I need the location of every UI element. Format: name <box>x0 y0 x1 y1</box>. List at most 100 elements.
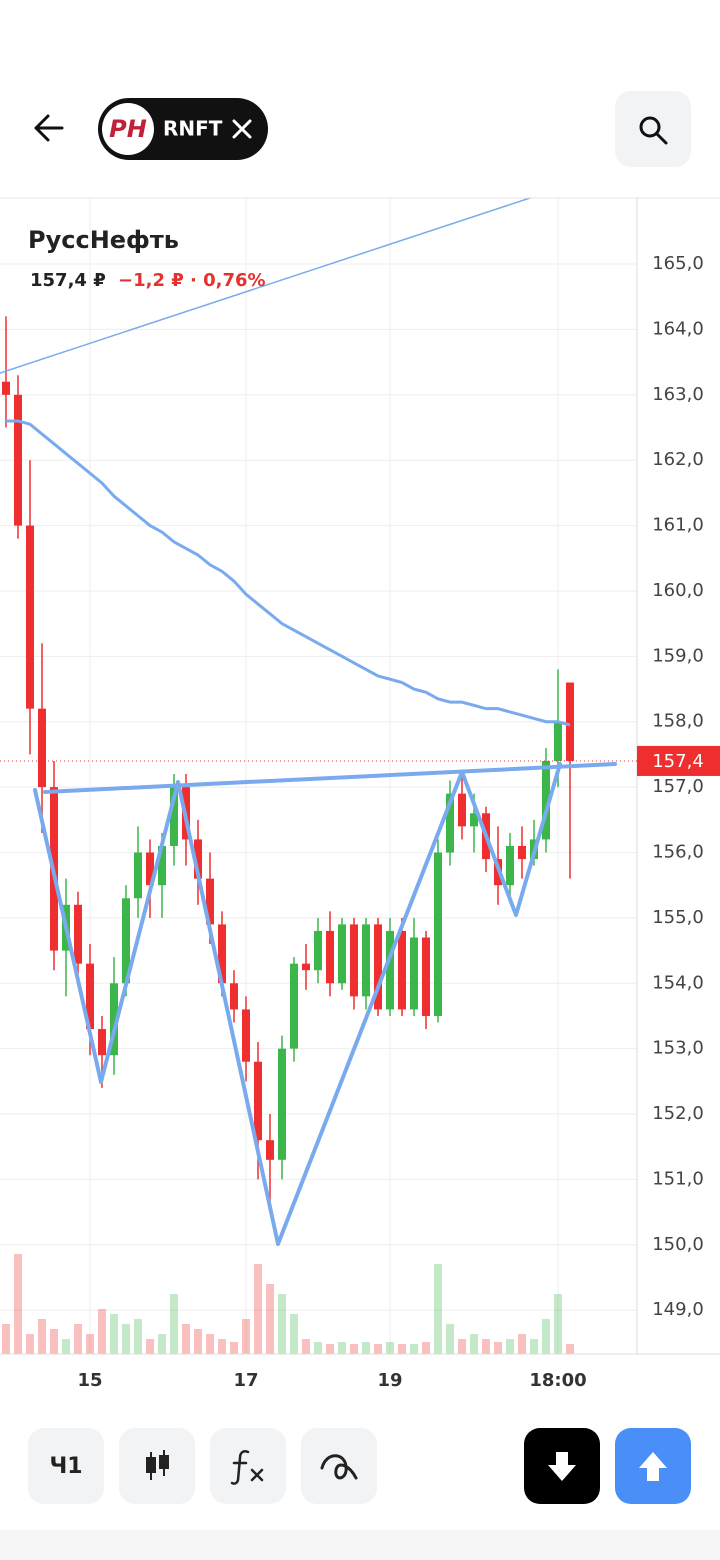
plot-layer <box>2 316 574 1213</box>
volume-bar <box>494 1342 502 1354</box>
neckline <box>43 762 617 794</box>
volume-layer <box>2 1254 574 1354</box>
ticker: RNFT <box>163 117 223 141</box>
volume-bar <box>182 1324 190 1354</box>
logo-text: PH <box>109 115 147 143</box>
candle-body <box>86 963 94 1030</box>
candle-body <box>158 845 166 886</box>
candle-body <box>350 924 358 997</box>
candle-body <box>362 924 370 997</box>
y-tick-label: 164,0 <box>652 318 704 339</box>
drawing-icon <box>320 1454 358 1480</box>
candle-body <box>506 845 514 886</box>
volume-bar <box>458 1339 466 1354</box>
back-button[interactable] <box>34 114 64 142</box>
y-tick-label: 153,0 <box>652 1038 704 1059</box>
volume-bar <box>434 1264 442 1354</box>
sell-icon <box>548 1452 576 1481</box>
volume-bar <box>26 1334 34 1354</box>
y-tick-label: 149,0 <box>652 1299 704 1320</box>
last-price-tag <box>637 745 720 776</box>
moving-average <box>6 419 571 727</box>
candle-body <box>122 898 130 984</box>
candle-body <box>170 787 178 846</box>
y-tick-label: 161,0 <box>652 515 704 536</box>
volume-bar <box>230 1342 238 1354</box>
y-tick-label: 157,0 <box>652 776 704 797</box>
interval: Ч1 <box>49 1454 82 1479</box>
y-tick-label: 165,0 <box>652 253 704 274</box>
y-tick-label: 159,0 <box>652 645 704 666</box>
candle-body <box>446 793 454 853</box>
candle-icon <box>146 1450 169 1480</box>
volume-bar <box>14 1254 22 1354</box>
chart-type-button[interactable] <box>119 1428 195 1504</box>
close-ticker[interactable] <box>232 119 252 139</box>
x-tick-label: 19 <box>377 1370 402 1391</box>
candle-body <box>422 937 430 1016</box>
candle-body <box>302 963 310 971</box>
candle-body <box>458 793 466 827</box>
volume-bar <box>62 1339 70 1354</box>
price-change: −1,2 ₽ · 0,76% <box>118 270 266 291</box>
volume-bar <box>554 1294 562 1354</box>
candle-body <box>542 760 550 840</box>
search-button[interactable] <box>615 91 691 167</box>
volume-bar <box>506 1339 514 1354</box>
instrument-title: РуссНефть <box>28 226 179 254</box>
volume-bar <box>122 1324 130 1354</box>
volume-bar <box>482 1339 490 1354</box>
volume-bar <box>422 1342 430 1354</box>
candle-body <box>74 904 82 964</box>
candle-body <box>326 930 334 984</box>
volume-bar <box>98 1309 106 1354</box>
volume-bar <box>170 1294 178 1354</box>
candle-body <box>398 930 406 1010</box>
grid-layer <box>0 198 637 1354</box>
volume-bar <box>278 1294 286 1354</box>
volume-bar <box>326 1344 334 1354</box>
volume-bar <box>146 1339 154 1354</box>
volume-bar <box>338 1342 346 1354</box>
volume-bar <box>218 1339 226 1354</box>
candle-body <box>434 852 442 1016</box>
x-tick-label: 18:00 <box>529 1370 586 1391</box>
last-price-label: 157,4 <box>652 751 704 772</box>
x-tick-label: 17 <box>233 1370 258 1391</box>
volume-bar <box>350 1344 358 1354</box>
candle-body <box>110 983 118 1056</box>
volume-bar <box>2 1324 10 1354</box>
candle-body <box>2 381 10 395</box>
volume-bar <box>110 1314 118 1354</box>
interval-button[interactable] <box>28 1428 104 1504</box>
x-tick-label: 15 <box>77 1370 102 1391</box>
y-tick-label: 162,0 <box>652 449 704 470</box>
candle-body <box>254 1061 262 1141</box>
ticker-logo <box>102 103 154 155</box>
volume-bar <box>290 1314 298 1354</box>
buy-icon <box>639 1452 667 1481</box>
volume-bar <box>86 1334 94 1354</box>
candle-body <box>206 878 214 925</box>
volume-bar <box>410 1344 418 1354</box>
y-tick-label: 150,0 <box>652 1234 704 1255</box>
candle-body <box>290 963 298 1049</box>
axis-layer: 149,0 150,0 151,0 152,0 153,0 154,0 155,0 156,0… <box>0 198 720 1391</box>
candle-body <box>14 394 22 526</box>
search-icon <box>639 116 661 138</box>
volume-bar <box>266 1284 274 1354</box>
y-tick-label: 156,0 <box>652 842 704 863</box>
candle-body <box>38 708 46 788</box>
header-bg <box>0 0 720 197</box>
candle-body <box>314 930 322 971</box>
volume-bar <box>38 1319 46 1354</box>
volume-bar <box>254 1264 262 1354</box>
candle-body <box>230 983 238 1010</box>
indicators-button[interactable] <box>210 1428 286 1504</box>
trend-line <box>0 197 531 374</box>
candle-body <box>470 813 478 827</box>
candle-body <box>194 839 202 879</box>
volume-bar <box>74 1324 82 1354</box>
volume-bar <box>50 1329 58 1354</box>
price: 157,4 ₽ <box>30 270 106 291</box>
